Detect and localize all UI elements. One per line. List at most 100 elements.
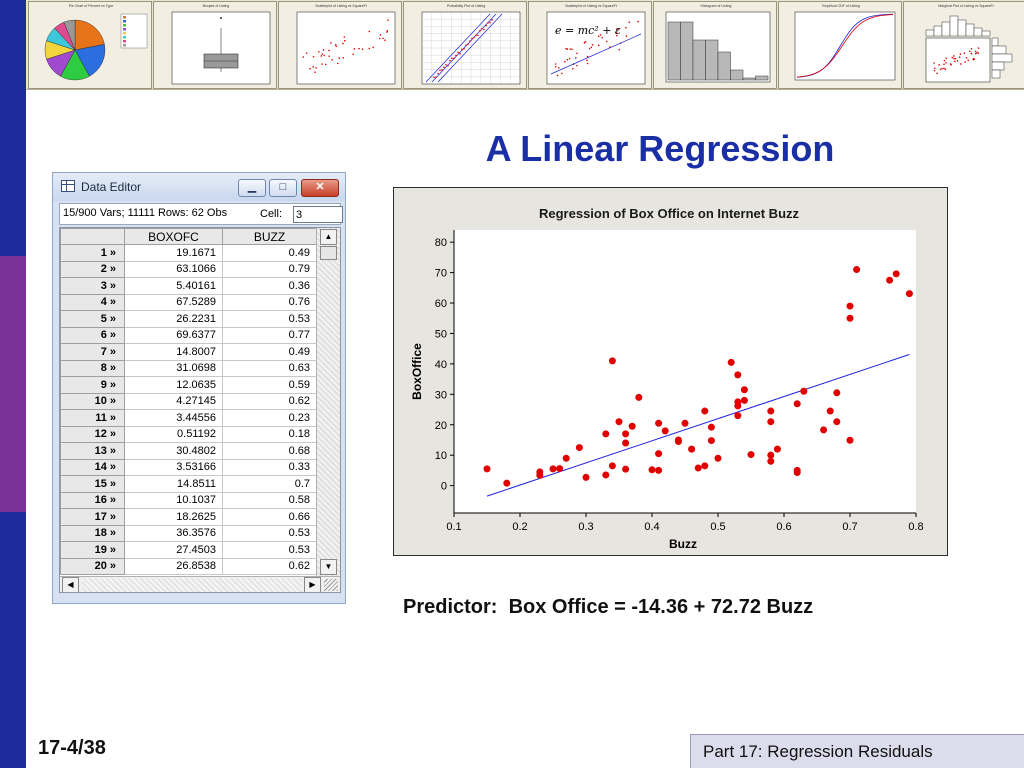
boxofc-cell[interactable]: 26.2231: [124, 310, 223, 328]
row-number-cell[interactable]: 13 »: [60, 442, 125, 460]
table-row[interactable]: 2 » 63.1066 0.79: [60, 260, 317, 278]
boxofc-cell[interactable]: 12.0635: [124, 376, 223, 394]
row-number-cell[interactable]: 19 »: [60, 541, 125, 559]
thumbnail-pie[interactable]: Pie Chart of Percent vs Type: [28, 1, 152, 89]
horizontal-scroll-thumb[interactable]: [82, 578, 302, 592]
row-number-cell[interactable]: 7 »: [60, 343, 125, 361]
buzz-cell[interactable]: 0.62: [222, 557, 317, 575]
row-number-cell[interactable]: 6 »: [60, 326, 125, 344]
boxofc-cell[interactable]: 30.4802: [124, 442, 223, 460]
thumbnail-formula[interactable]: Scatterplot of Listing vs SquareFt e = mc…: [528, 1, 652, 89]
buzz-cell[interactable]: 0.53: [222, 541, 317, 559]
boxofc-cell[interactable]: 0.51192: [124, 425, 223, 443]
boxofc-cell[interactable]: 19.1671: [124, 244, 223, 262]
table-row[interactable]: 13 » 30.4802 0.68: [60, 442, 317, 460]
boxofc-cell[interactable]: 67.5289: [124, 293, 223, 311]
minimize-button[interactable]: ▁: [238, 179, 266, 197]
boxofc-cell[interactable]: 31.0698: [124, 359, 223, 377]
row-number-cell[interactable]: 2 »: [60, 260, 125, 278]
boxofc-cell[interactable]: 14.8007: [124, 343, 223, 361]
buzz-cell[interactable]: 0.53: [222, 524, 317, 542]
thumbnail-scatter[interactable]: Scatterplot of Listing vs SquareFt: [278, 1, 402, 89]
buzz-cell[interactable]: 0.23: [222, 409, 317, 427]
buzz-cell[interactable]: 0.18: [222, 425, 317, 443]
thumbnail-cdf[interactable]: Empirical CDF of Listing: [778, 1, 902, 89]
boxofc-cell[interactable]: 26.8538: [124, 557, 223, 575]
table-row[interactable]: 10 » 4.27145 0.62: [60, 392, 317, 410]
boxofc-cell[interactable]: 36.3576: [124, 524, 223, 542]
buzz-cell[interactable]: 0.66: [222, 508, 317, 526]
close-button[interactable]: ✕: [301, 179, 339, 197]
cell-input[interactable]: [293, 206, 343, 223]
table-row[interactable]: 14 » 3.53166 0.33: [60, 458, 317, 476]
table-row[interactable]: 12 » 0.51192 0.18: [60, 425, 317, 443]
row-number-cell[interactable]: 14 »: [60, 458, 125, 476]
row-number-cell[interactable]: 16 »: [60, 491, 125, 509]
buzz-cell[interactable]: 0.36: [222, 277, 317, 295]
thumbnail-prob[interactable]: Probability Plot of Listing: [403, 1, 527, 89]
boxofc-cell[interactable]: 63.1066: [124, 260, 223, 278]
boxofc-cell[interactable]: 18.2625: [124, 508, 223, 526]
scroll-right-arrow-icon[interactable]: ▶: [304, 577, 321, 592]
table-row[interactable]: 7 » 14.8007 0.49: [60, 343, 317, 361]
buzz-cell[interactable]: 0.7: [222, 475, 317, 493]
scroll-up-arrow-icon[interactable]: ▲: [320, 229, 337, 245]
thumbnail-hist[interactable]: Histogram of Listing: [653, 1, 777, 89]
resize-grip-icon[interactable]: [324, 579, 338, 591]
corner-header-cell[interactable]: [60, 228, 125, 245]
boxofc-cell[interactable]: 10.1037: [124, 491, 223, 509]
table-row[interactable]: 11 » 3.44556 0.23: [60, 409, 317, 427]
row-number-cell[interactable]: 20 »: [60, 557, 125, 575]
row-number-cell[interactable]: 17 »: [60, 508, 125, 526]
table-row[interactable]: 17 » 18.2625 0.66: [60, 508, 317, 526]
buzz-cell[interactable]: 0.79: [222, 260, 317, 278]
row-number-cell[interactable]: 18 »: [60, 524, 125, 542]
table-row[interactable]: 3 » 5.40161 0.36: [60, 277, 317, 295]
row-number-cell[interactable]: 4 »: [60, 293, 125, 311]
table-row[interactable]: 9 » 12.0635 0.59: [60, 376, 317, 394]
buzz-cell[interactable]: 0.63: [222, 359, 317, 377]
row-number-cell[interactable]: 10 »: [60, 392, 125, 410]
buzz-cell[interactable]: 0.62: [222, 392, 317, 410]
maximize-button[interactable]: □: [269, 179, 297, 197]
scroll-left-arrow-icon[interactable]: ◀: [62, 577, 79, 592]
row-number-cell[interactable]: 9 »: [60, 376, 125, 394]
boxofc-cell[interactable]: 4.27145: [124, 392, 223, 410]
row-number-cell[interactable]: 8 »: [60, 359, 125, 377]
column-header-boxofc[interactable]: BOXOFC: [124, 228, 223, 245]
row-number-cell[interactable]: 15 »: [60, 475, 125, 493]
buzz-cell[interactable]: 0.49: [222, 343, 317, 361]
buzz-cell[interactable]: 0.77: [222, 326, 317, 344]
row-number-cell[interactable]: 12 »: [60, 425, 125, 443]
boxofc-cell[interactable]: 69.6377: [124, 326, 223, 344]
vertical-scroll-thumb[interactable]: [320, 246, 337, 260]
thumbnail-marginal[interactable]: Marginal Plot of Listing vs SquareFt: [903, 1, 1024, 89]
buzz-cell[interactable]: 0.53: [222, 310, 317, 328]
row-number-cell[interactable]: 11 »: [60, 409, 125, 427]
row-number-cell[interactable]: 5 »: [60, 310, 125, 328]
table-row[interactable]: 4 » 67.5289 0.76: [60, 293, 317, 311]
scroll-down-arrow-icon[interactable]: ▼: [320, 559, 337, 575]
boxofc-cell[interactable]: 3.44556: [124, 409, 223, 427]
table-row[interactable]: 6 » 69.6377 0.77: [60, 326, 317, 344]
table-row[interactable]: 8 » 31.0698 0.63: [60, 359, 317, 377]
table-row[interactable]: 1 » 19.1671 0.49: [60, 244, 317, 262]
table-row[interactable]: 18 » 36.3576 0.53: [60, 524, 317, 542]
buzz-cell[interactable]: 0.59: [222, 376, 317, 394]
data-editor-window[interactable]: Data Editor ▁ □ ✕ 15/900 Vars; 11111 Row…: [52, 172, 346, 604]
row-number-cell[interactable]: 3 »: [60, 277, 125, 295]
thumbnail-box[interactable]: Boxplot of Listing: [153, 1, 277, 89]
boxofc-cell[interactable]: 5.40161: [124, 277, 223, 295]
column-header-buzz[interactable]: BUZZ: [222, 228, 317, 245]
buzz-cell[interactable]: 0.76: [222, 293, 317, 311]
table-row[interactable]: 5 » 26.2231 0.53: [60, 310, 317, 328]
horizontal-scrollbar[interactable]: ◀ ▶: [60, 576, 340, 592]
data-editor-titlebar[interactable]: Data Editor ▁ □ ✕: [53, 173, 345, 201]
buzz-cell[interactable]: 0.33: [222, 458, 317, 476]
buzz-cell[interactable]: 0.68: [222, 442, 317, 460]
table-row[interactable]: 15 » 14.8511 0.7: [60, 475, 317, 493]
buzz-cell[interactable]: 0.49: [222, 244, 317, 262]
boxofc-cell[interactable]: 3.53166: [124, 458, 223, 476]
table-row[interactable]: 20 » 26.8538 0.62: [60, 557, 317, 575]
table-row[interactable]: 19 » 27.4503 0.53: [60, 541, 317, 559]
